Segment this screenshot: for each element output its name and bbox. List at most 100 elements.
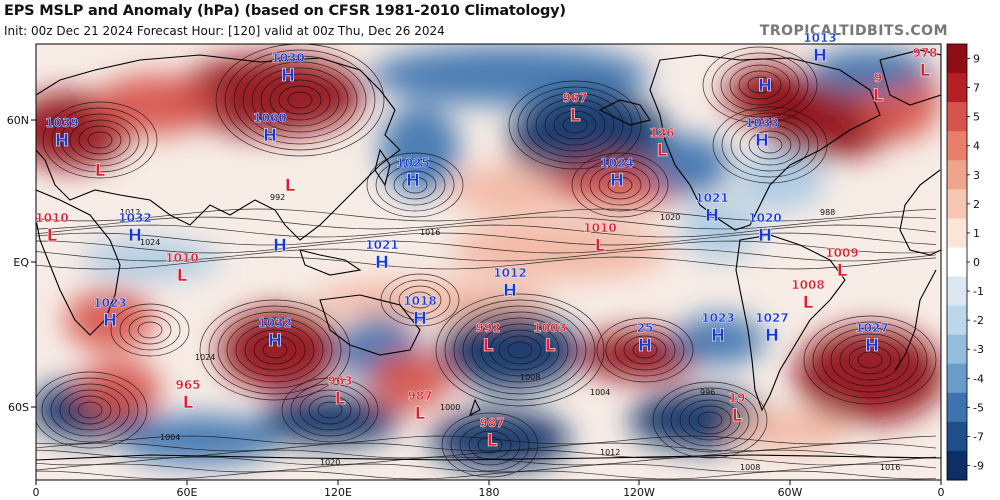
isobar [453, 305, 587, 395]
isobar [702, 46, 818, 124]
low-pressure-center: L [94, 161, 106, 182]
center-type-letter: L [657, 141, 668, 161]
lat-label: 60N [7, 114, 29, 127]
coastline [374, 148, 391, 187]
lat-label: EQ [13, 256, 29, 269]
isobar [435, 293, 605, 407]
center-type-letter: H [758, 226, 772, 246]
center-pressure-value: 1018 [403, 294, 436, 308]
center-pressure-value: 1021 [365, 238, 398, 252]
center-type-letter: L [47, 226, 58, 246]
center-pressure-value: 967 [562, 91, 587, 105]
anomaly-blob [735, 150, 825, 210]
isobar [607, 176, 633, 194]
isobar [287, 91, 313, 109]
center-pressure-value: 987 [407, 389, 432, 403]
isobar [393, 170, 437, 200]
isobar-labels: 1012 1016 1020 1024 1008 1004 1000 996 992 988 101… [120, 193, 900, 472]
isobar [402, 176, 428, 194]
isobar [36, 224, 937, 238]
isobar [857, 351, 883, 369]
coastline [735, 234, 846, 412]
center-type-letter: L [95, 161, 106, 181]
map-subtitle: Init: 00z Dec 21 2024 Forecast Hour: [12… [4, 24, 445, 38]
isobar [848, 345, 892, 375]
isobar [688, 405, 732, 435]
center-pressure-value: 978 [912, 46, 937, 60]
isobar [50, 383, 130, 437]
anomaly-blob [795, 327, 941, 423]
isobar [721, 112, 819, 178]
colorbar-label: -4 [973, 372, 984, 385]
colorbar-label: -7 [973, 430, 984, 443]
anomaly-blob [580, 330, 700, 380]
isobar [36, 449, 937, 459]
isobar-label: 1016 [420, 228, 440, 237]
center-type-letter: H [758, 76, 772, 96]
center-type-letter: L [570, 106, 581, 126]
lon-label: 0 [938, 486, 945, 499]
isobar [730, 118, 810, 172]
isobar [459, 424, 521, 466]
isobar-label: 1008 [520, 373, 540, 382]
center-pressure-value: 1027 [855, 321, 888, 335]
isobar [69, 119, 131, 161]
anomaly-blob [95, 75, 215, 135]
center-pressure-value: 963 [327, 374, 352, 388]
center-type-letter: H [705, 206, 719, 226]
center-type-letter: L [415, 404, 426, 424]
coastline [899, 169, 941, 256]
isobar-label: 1020 [320, 458, 340, 467]
colorbar-segment [947, 450, 967, 481]
isobar [36, 371, 148, 449]
anomaly-blob [370, 45, 650, 105]
isobar [632, 341, 658, 359]
isobar [317, 401, 343, 419]
center-type-letter: H [281, 66, 295, 86]
pressure-centers: 1030H1039H1060HLL1025H967L1024H126L1013H… [35, 31, 938, 452]
anomaly-blob [450, 165, 570, 215]
isobar [562, 116, 588, 134]
anomaly-blob [370, 350, 450, 410]
center-type-letter: H [103, 311, 117, 331]
isobar [441, 412, 539, 478]
isobar [36, 470, 937, 480]
isobar [36, 463, 937, 473]
anomaly-blob [175, 55, 365, 135]
isobar [444, 299, 596, 401]
isobar [748, 130, 792, 160]
colorbar-segment [947, 392, 967, 423]
colorbar-label: 4 [973, 140, 980, 153]
isobar [235, 323, 315, 377]
isobar [580, 158, 660, 212]
center-pressure-value: 1020 [748, 211, 781, 225]
coastline [36, 454, 941, 461]
brand-watermark: TROPICALTIDBITS.COM [759, 23, 948, 39]
isobar [477, 436, 503, 454]
isobar [614, 329, 676, 371]
center-type-letter: H [375, 253, 389, 273]
isobar [507, 341, 533, 359]
isobar [553, 110, 597, 140]
isobar-lines [36, 44, 937, 480]
colorbar: 9 7 5 4 3 2 1 0 -1 -2 -3 -4 -5 -7 -9 [946, 43, 984, 481]
colorbar-label: 0 [973, 256, 980, 269]
isobar [253, 335, 297, 365]
isobar [36, 216, 937, 230]
center-type-letter: L [183, 393, 194, 413]
lon-label: 60W [778, 486, 803, 499]
anomaly-blob [65, 290, 155, 350]
high-pressure-center: H [758, 76, 773, 97]
center-pressure-value: 1009 [825, 246, 858, 260]
